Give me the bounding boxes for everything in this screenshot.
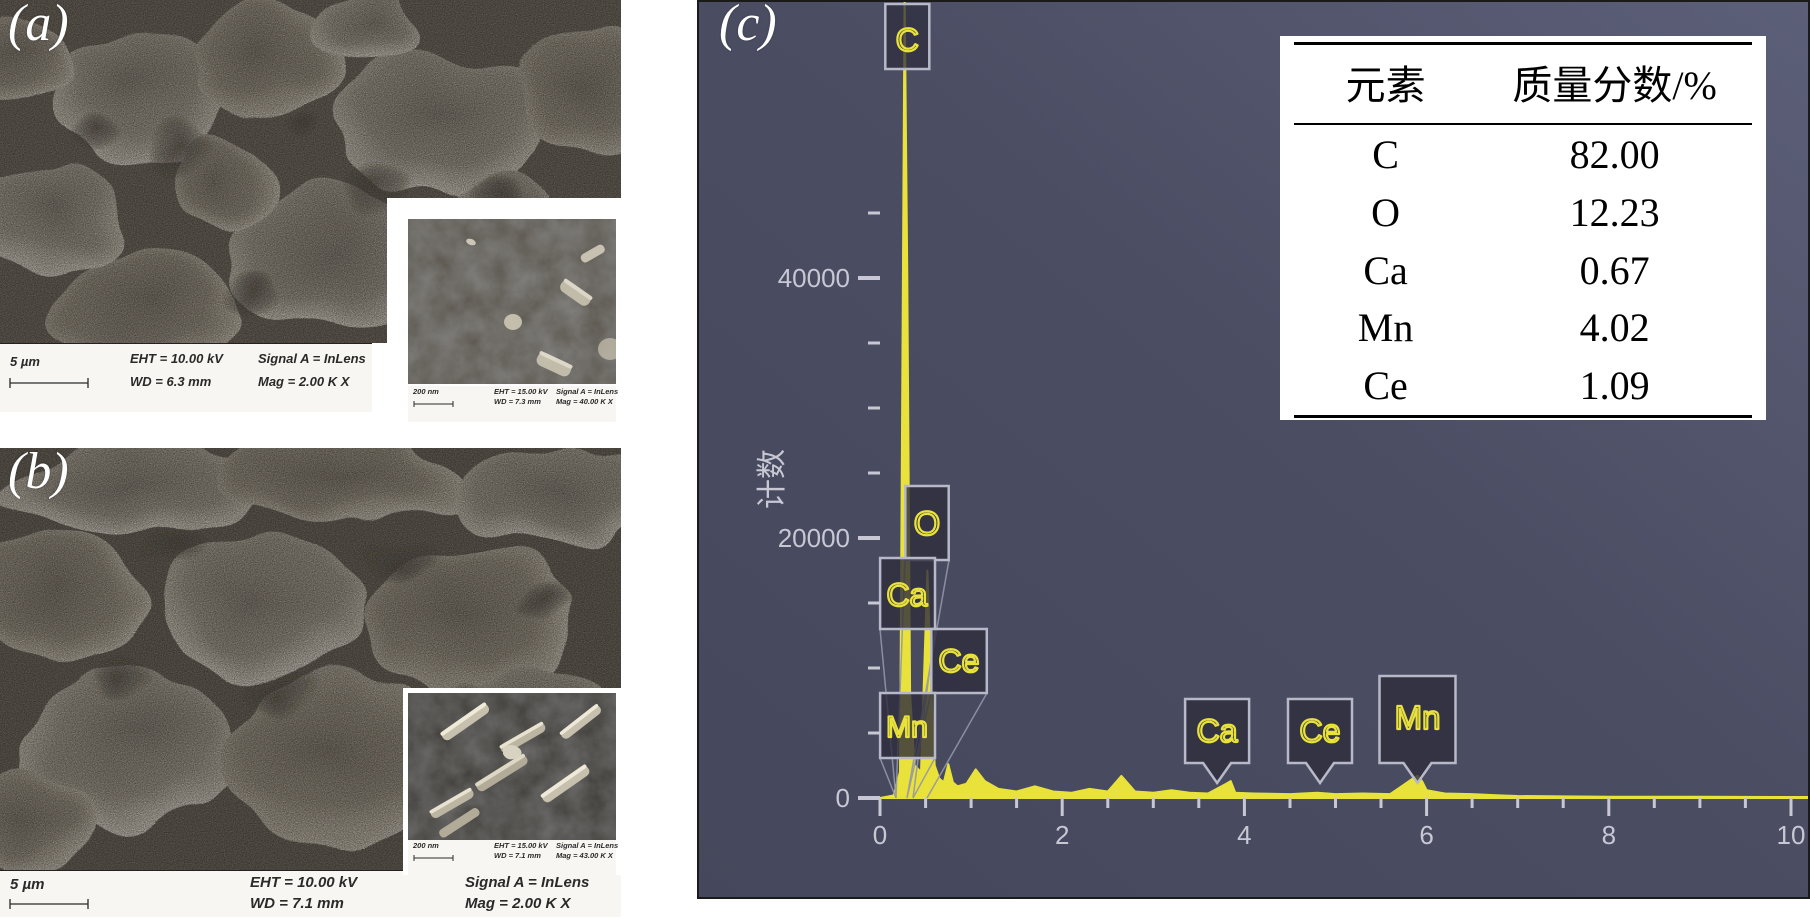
- svg-text:0: 0: [836, 783, 850, 813]
- svg-text:C: C: [896, 22, 919, 58]
- svg-text:4: 4: [1237, 820, 1251, 850]
- svg-text:Mn: Mn: [886, 711, 928, 744]
- svg-text:6: 6: [1419, 820, 1433, 850]
- svg-text:计数: 计数: [756, 449, 789, 509]
- svg-text:20000: 20000: [778, 523, 850, 553]
- svg-text:10: 10: [1777, 820, 1806, 850]
- svg-text:8: 8: [1602, 820, 1616, 850]
- svg-text:0: 0: [873, 820, 887, 850]
- svg-text:O: O: [914, 505, 940, 543]
- svg-text:Ce: Ce: [1300, 713, 1341, 749]
- svg-text:Ce: Ce: [939, 643, 980, 679]
- svg-text:Ca: Ca: [1197, 713, 1238, 749]
- svg-text:Mn: Mn: [1395, 699, 1441, 736]
- svg-text:2: 2: [1055, 820, 1069, 850]
- svg-text:40000: 40000: [778, 263, 850, 293]
- svg-text:Ca: Ca: [887, 577, 928, 613]
